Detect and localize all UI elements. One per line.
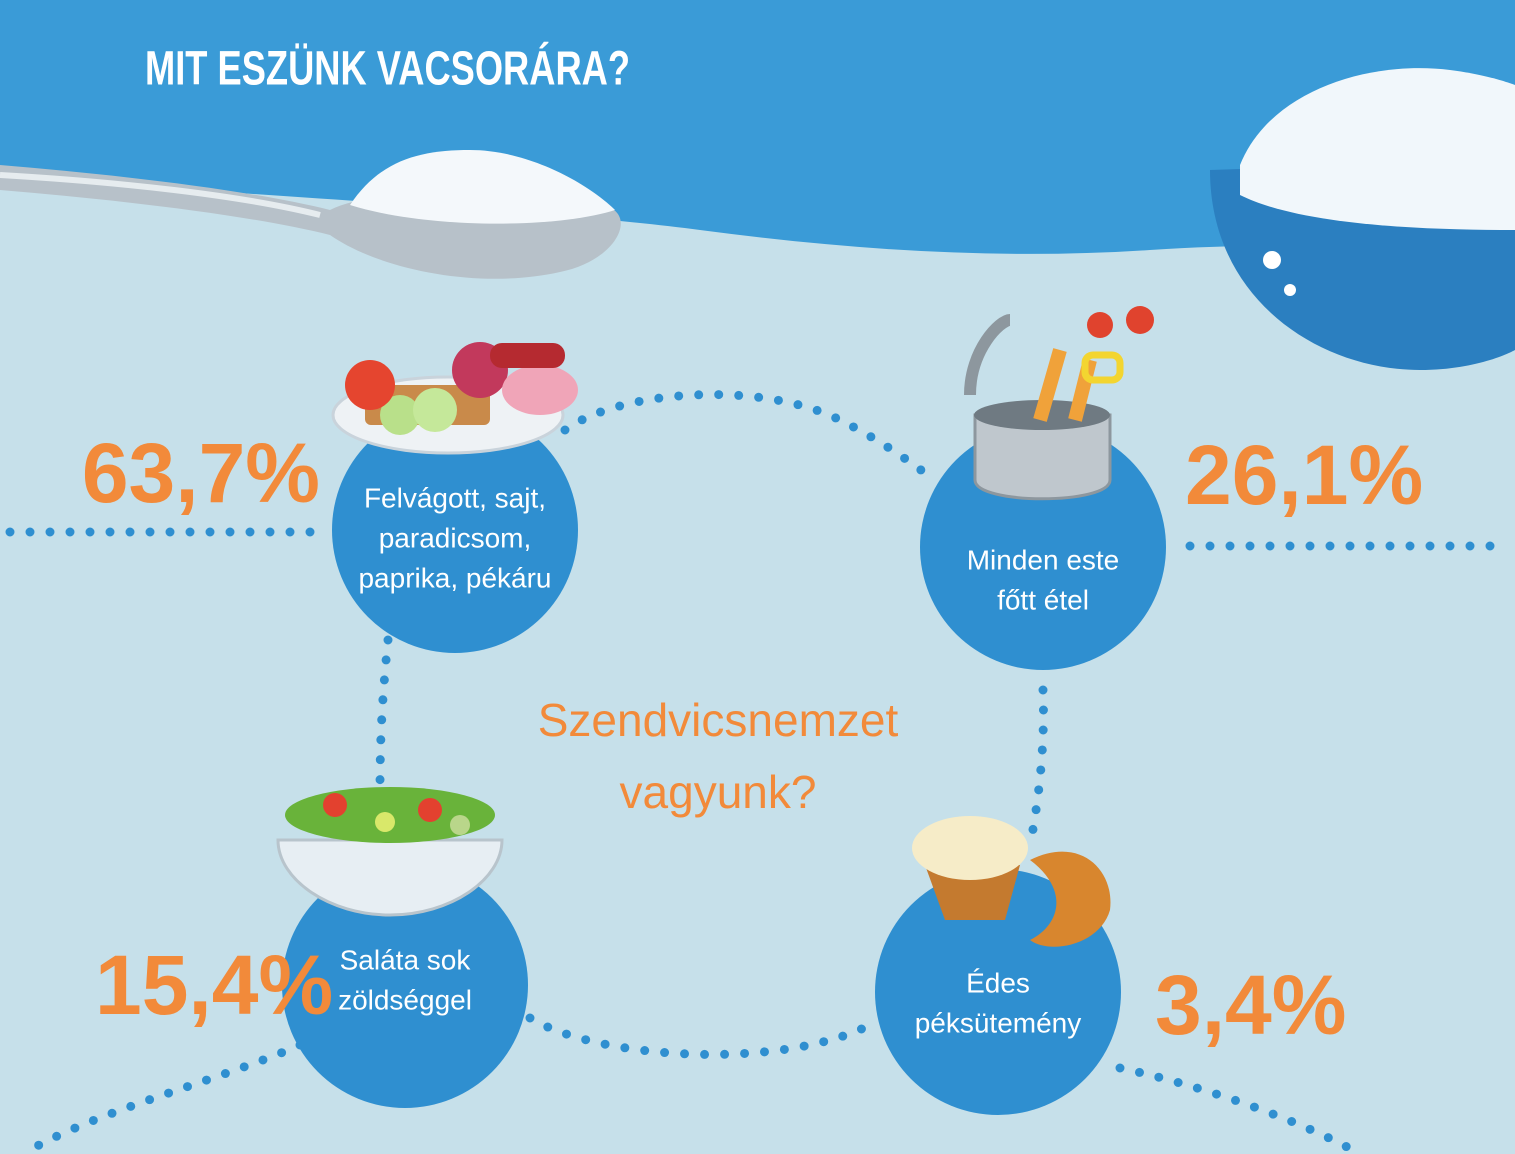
labels: Felvágott, sajt, paradicsom, paprika, péká… [82, 426, 1423, 1052]
item-label: Édes [966, 967, 1030, 998]
item-percent: 3,4% [1155, 958, 1346, 1052]
sandwich-plate [331, 342, 578, 455]
circle [332, 407, 578, 653]
center-question: Szendvicsnemzet [538, 694, 899, 746]
connector [560, 390, 940, 485]
title: MIT ESZÜNK VACSORÁRA? [145, 42, 630, 96]
connector [1027, 685, 1048, 840]
pastry [912, 816, 1111, 947]
item-label: Saláta sok [340, 944, 472, 975]
item-label: főtt étel [997, 584, 1089, 615]
item-label: zöldséggel [338, 984, 472, 1015]
item-percent: 26,1% [1185, 428, 1423, 522]
item-label: Minden este [967, 544, 1120, 575]
bowl [1210, 68, 1515, 370]
connector [525, 1013, 875, 1059]
pot [964, 306, 1154, 501]
spoon [0, 150, 621, 279]
item-label: paprika, pékáru [358, 562, 551, 593]
item-label: Felvágott, sajt, [364, 482, 546, 513]
item-label: paradicsom, [379, 522, 532, 553]
connector [25, 1040, 305, 1154]
item-percent: 63,7% [82, 426, 320, 520]
center-question: vagyunk? [620, 766, 817, 818]
connector [375, 635, 393, 795]
circle [282, 862, 528, 1108]
item-percent: 15,4% [95, 938, 333, 1032]
item-label: péksütemény [915, 1007, 1082, 1038]
salad-bowl [276, 787, 504, 917]
